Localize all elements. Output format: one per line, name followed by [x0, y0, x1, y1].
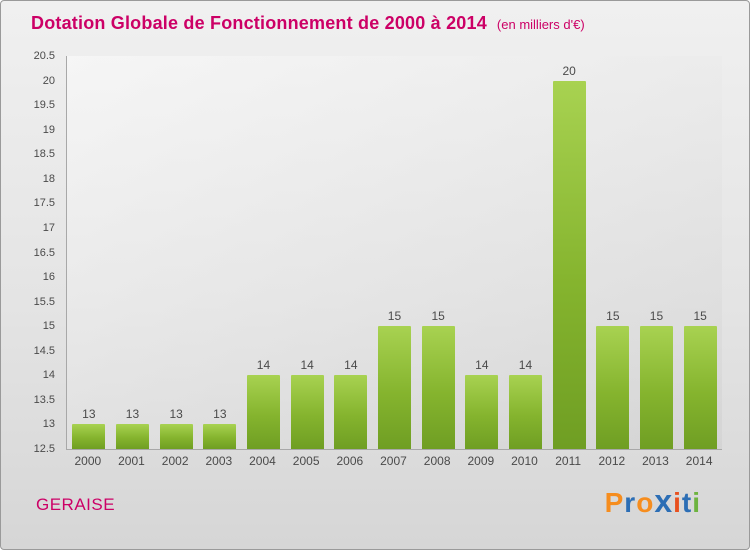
logo-letter: t — [681, 487, 693, 518]
x-tick-label: 2014 — [685, 454, 713, 468]
y-tick-label: 17 — [42, 221, 55, 234]
bar-2007 — [378, 326, 411, 449]
y-tick-label: 19 — [42, 123, 55, 136]
y-tick-label: 13.5 — [33, 393, 55, 406]
bar-2009 — [465, 375, 499, 449]
bar-value-label: 15 — [649, 309, 664, 324]
x-axis: 2000 2001 2002 2003 2004 2005 2006 2007 2008 2009… — [66, 453, 721, 469]
chart-header: Dotation Globale de Fonctionnement de 20… — [31, 13, 585, 34]
bar-2005 — [290, 375, 324, 449]
bar-2000 — [72, 424, 106, 449]
bar-2012 — [596, 326, 630, 449]
logo-letter: i — [673, 487, 682, 518]
y-tick-label: 15 — [42, 320, 55, 333]
x-tick-label: 2010 — [511, 454, 538, 468]
bar-value-label: 15 — [387, 309, 402, 324]
logo-letter: o — [636, 487, 655, 518]
y-tick-label: 20 — [42, 74, 55, 87]
x-tick-label: 2013 — [642, 454, 669, 468]
y-axis: 12.5 13 13.5 14 14.5 15 15.5 16 16.5 17 17.5 18 18.5… — [1, 50, 61, 455]
logo-letter: P — [604, 487, 625, 518]
x-tick-label: 2005 — [292, 454, 320, 468]
x-tick-label: 2001 — [118, 454, 145, 468]
y-tick-label: 12.5 — [33, 443, 55, 455]
y-tick-label: 14 — [42, 369, 55, 382]
y-tick-label: 15.5 — [33, 295, 55, 308]
chart-subtitle: (en milliers d'€) — [496, 17, 585, 32]
bar-2006 — [334, 375, 368, 449]
logo-letter: r — [624, 487, 637, 518]
bar-value-label: 15 — [693, 309, 707, 324]
bar-value-label: 13 — [82, 407, 96, 422]
bar-2001 — [116, 424, 149, 449]
x-tick-label: 2002 — [161, 454, 189, 468]
x-tick-label: 2007 — [380, 454, 407, 468]
bar-value-label: 13 — [169, 407, 183, 422]
bar-2011 — [552, 80, 586, 449]
y-tick-label: 19.5 — [33, 99, 55, 112]
y-tick-label: 17.5 — [33, 197, 55, 210]
bar-value-label: 14 — [518, 358, 533, 373]
y-tick-label: 16 — [42, 271, 55, 284]
bar-2002 — [159, 424, 193, 449]
bar-value-label: 14 — [475, 358, 489, 373]
x-tick-label: 2009 — [467, 454, 495, 468]
bar-value-label: 14 — [256, 358, 271, 373]
y-tick-label: 16.5 — [33, 246, 55, 259]
bar-2008 — [421, 326, 455, 449]
x-tick-label: 2003 — [205, 454, 233, 468]
x-tick-label: 2008 — [423, 454, 451, 468]
commune-name: GERAISE — [36, 495, 116, 514]
x-tick-label: 2011 — [555, 454, 582, 468]
x-tick-label: 2012 — [598, 454, 626, 468]
bar-value-label: 13 — [125, 407, 140, 422]
bar-value-label: 20 — [562, 63, 576, 78]
bar-2010 — [509, 375, 542, 449]
y-tick-label: 13 — [42, 418, 55, 431]
bar-2003 — [203, 424, 237, 449]
logo-letter: x — [654, 483, 674, 519]
bar-2004 — [247, 375, 280, 449]
chart-title: Dotation Globale de Fonctionnement de 20… — [31, 13, 487, 33]
bar-value-label: 13 — [213, 407, 227, 422]
bar-value-label: 15 — [431, 309, 445, 324]
x-tick-label: 2004 — [249, 454, 276, 468]
y-tick-label: 20.5 — [33, 50, 55, 62]
bar-2013 — [640, 326, 673, 449]
logo-letter: i — [692, 487, 701, 518]
plot-area: 13 13 13 13 14 14 14 15 15 14 14 20 15 15 15 — [66, 56, 722, 450]
y-tick-label: 14.5 — [33, 344, 55, 357]
bar-2014 — [683, 326, 717, 449]
bar-value-label: 14 — [300, 358, 314, 373]
x-tick-label: 2000 — [74, 454, 102, 468]
proxiti-logo: Proxiti — [605, 483, 701, 520]
x-tick-label: 2006 — [336, 454, 364, 468]
bar-value-label: 15 — [606, 309, 620, 324]
y-tick-label: 18.5 — [33, 148, 55, 161]
bar-value-label: 14 — [344, 358, 358, 373]
y-tick-label: 18 — [42, 172, 55, 185]
